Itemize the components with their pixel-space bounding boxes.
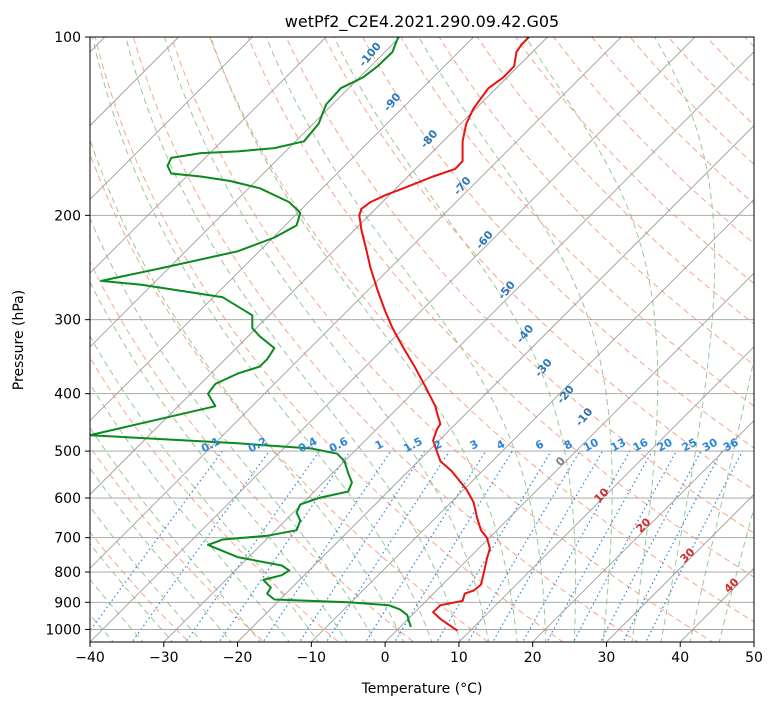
chart-title: wetPf2_C2E4.2021.290.09.42.G05 [285, 12, 559, 32]
isotherm-line [606, 493, 754, 642]
y-tick-label: 800 [54, 565, 81, 581]
mixing-ratio-line [436, 450, 552, 642]
isobars [90, 37, 754, 630]
isotherm-line [90, 37, 622, 569]
isotherm-line [90, 37, 253, 200]
isotherm-line [237, 124, 754, 642]
plot-frame [89, 36, 755, 643]
x-tick-label: 30 [598, 650, 616, 666]
isotherms [90, 37, 754, 642]
y-tick-label: 200 [54, 208, 81, 224]
dry-adiabat-line [90, 260, 415, 642]
y-tick-label: 300 [54, 313, 81, 329]
moist-adiabat-line [90, 383, 291, 642]
x-tick-label: 40 [671, 650, 689, 666]
mixing-ratio-line [262, 450, 392, 642]
isotherm-line [532, 420, 754, 642]
y-tick-label: 600 [54, 491, 81, 507]
x-tick-label: 50 [745, 650, 763, 666]
dewpoint-line [90, 37, 412, 628]
isotherm-line [384, 272, 754, 642]
y-tick-label: 500 [54, 444, 81, 460]
dry-adiabat-line [171, 37, 714, 642]
mixing-ratio-line [622, 450, 723, 642]
x-tick-label: −40 [75, 650, 105, 666]
mixing-ratio-label: 16 [631, 436, 651, 455]
dry-adiabat-line [438, 37, 754, 366]
x-tick-label: 10 [450, 650, 468, 666]
mixing-ratio-line [522, 450, 631, 642]
mixing-ratio-line [467, 450, 581, 642]
mixing-ratio-line [393, 450, 513, 642]
isotherm-line [90, 37, 401, 348]
x-tick-label: 0 [381, 650, 390, 666]
x-axis: −40 −30 −20 −10 0 10 20 30 40 50 [75, 642, 763, 666]
y-tick-label: 100 [54, 30, 81, 46]
dry-adiabat-line [476, 37, 754, 325]
x-tick-label: −10 [297, 650, 327, 666]
dry-adiabat-line [323, 37, 754, 491]
moist-adiabat-line [90, 217, 376, 642]
isotherm-line [458, 346, 754, 642]
dry-adiabat-line [247, 37, 754, 578]
moist-adiabat-line [90, 505, 203, 642]
mixing-ratio-label: 36 [721, 436, 741, 455]
dry-adiabats [90, 37, 754, 642]
mixing-ratio-label: 25 [680, 436, 700, 455]
plot-area: 0.1 0.2 0.4 0.6 1 1.5 2 3 4 6 8 10 13 16 20 25 30 36-100-… [90, 37, 754, 642]
mixing-ratio-label: 10 [581, 436, 601, 455]
mixing-ratio-line [572, 450, 677, 642]
dry-adiabat-line [362, 37, 754, 449]
y-tick-label: 700 [54, 531, 81, 547]
y-tick-label: 900 [54, 595, 81, 611]
y-tick-label: 400 [54, 387, 81, 403]
dry-adiabat-line [285, 37, 754, 534]
isotherm-line [311, 198, 754, 642]
y-axis: 1000 900 800 700 600 500 400 300 200 100 [45, 30, 90, 638]
isotherm-line [90, 37, 474, 422]
dry-adiabat-line [514, 37, 754, 285]
mixing-ratio-line [492, 450, 604, 642]
dry-adiabat-line [90, 446, 265, 642]
dry-adiabat-line [94, 37, 564, 642]
mixing-ratio-label: 20 [655, 436, 675, 455]
dry-adiabat-line [132, 37, 639, 642]
profile-series [90, 37, 530, 632]
mixing-ratio-line [185, 450, 320, 642]
mixing-ratio-label: 13 [609, 436, 629, 455]
mixing-ratio-line [645, 450, 744, 642]
mixing-ratio-line [131, 450, 270, 642]
mixing-ratio-line [364, 450, 487, 642]
dry-adiabat-line [90, 152, 490, 642]
isotherm-line [90, 37, 548, 496]
moist-adiabat-line [90, 137, 405, 642]
x-tick-label: 20 [524, 650, 542, 666]
temperature-line [358, 37, 530, 632]
y-tick-label: 1000 [45, 622, 81, 638]
mixing-ratio-label: 30 [700, 436, 720, 455]
dry-adiabat-line [400, 37, 754, 407]
y-axis-title: Pressure (hPa) [11, 290, 27, 390]
isotherm-line [90, 37, 327, 274]
moist-adiabat-line [90, 426, 262, 642]
isotherm-line [163, 51, 754, 642]
x-tick-label: −20 [223, 650, 253, 666]
x-tick-label: −30 [149, 650, 179, 666]
x-axis-title: Temperature (°C) [361, 681, 483, 697]
mixing-ratio-line [599, 450, 702, 642]
isotherm-line [90, 37, 696, 642]
